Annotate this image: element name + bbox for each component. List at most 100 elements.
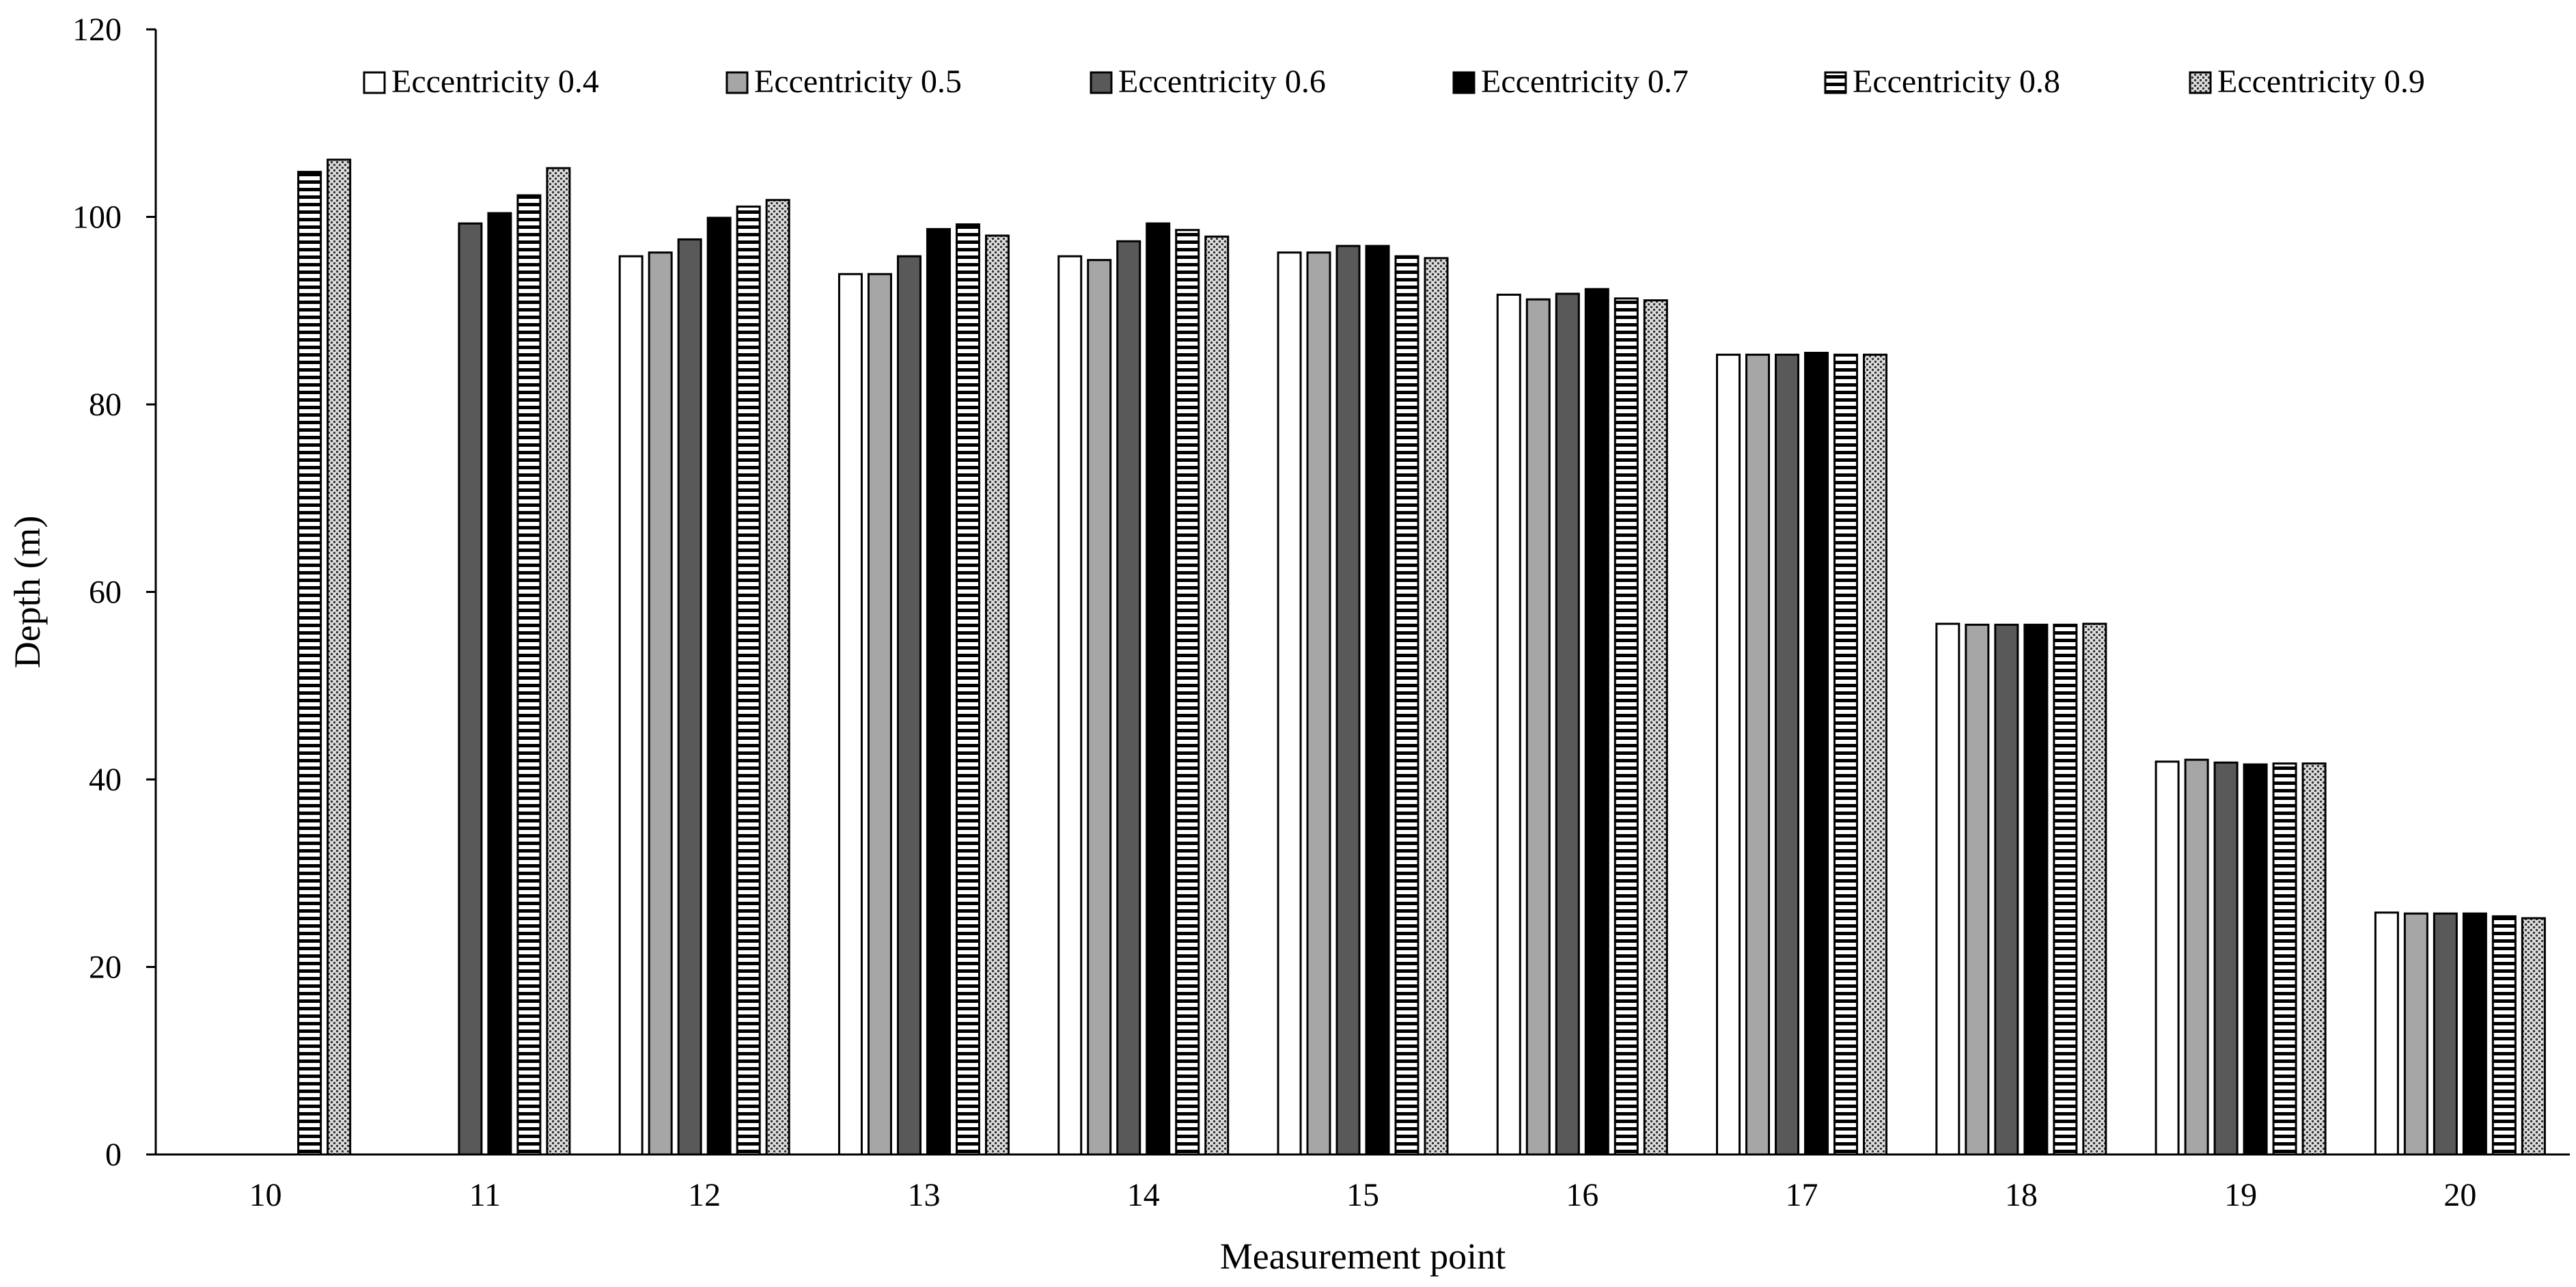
series-eccentricity-0-5 <box>648 251 2428 1156</box>
bar <box>1116 240 1141 1156</box>
x-tick-label: 15 <box>1346 1177 1379 1213</box>
bar <box>926 227 951 1156</box>
legend-item: Eccentricity 0.9 <box>2189 64 2425 100</box>
legend-label: Eccentricity 0.4 <box>391 64 599 100</box>
series-eccentricity-0-9 <box>327 158 2546 1156</box>
bar <box>2272 762 2297 1156</box>
bar <box>1496 293 1521 1156</box>
bar <box>1204 235 1230 1156</box>
bar <box>1175 229 1200 1156</box>
x-tick-label: 16 <box>1566 1177 1598 1213</box>
bar <box>648 251 673 1156</box>
bar <box>2243 763 2268 1156</box>
bar <box>1057 255 1083 1156</box>
series-eccentricity-0-8 <box>297 171 2517 1156</box>
bar <box>1335 245 1361 1156</box>
legend-label: Eccentricity 0.7 <box>1481 64 1689 100</box>
x-tick-label: 19 <box>2224 1177 2257 1213</box>
bar <box>955 223 980 1156</box>
x-tick-label: 13 <box>907 1177 940 1213</box>
legend-swatch <box>1452 71 1476 94</box>
bar <box>1775 353 1800 1156</box>
bar <box>1584 288 1609 1156</box>
bar <box>677 238 702 1156</box>
bar <box>1087 259 1112 1156</box>
bar <box>1555 292 1580 1156</box>
y-tick-label: 100 <box>72 199 122 236</box>
x-tick-label: 11 <box>469 1177 501 1213</box>
bar <box>1994 624 2019 1156</box>
bar <box>297 171 322 1156</box>
y-tick-label: 60 <box>89 575 122 611</box>
bar <box>2521 917 2546 1156</box>
legend-swatch <box>1824 71 1847 94</box>
legend-swatch <box>363 71 386 94</box>
plot-area: 0 20 40 60 80 100 120 10 11 12 13 14 15 16 17 18 19 20 <box>72 12 2570 1213</box>
bar <box>2023 624 2049 1156</box>
x-tick-label: 14 <box>1127 1177 1160 1213</box>
bar <box>458 222 483 1156</box>
y-tick-label: 0 <box>105 1137 122 1173</box>
bar <box>765 199 790 1156</box>
x-tick-label: 20 <box>2443 1177 2476 1213</box>
x-tick-label: 12 <box>688 1177 721 1213</box>
bar <box>327 158 352 1156</box>
bar <box>896 255 922 1156</box>
legend-label: Eccentricity 0.9 <box>2217 64 2425 100</box>
legend-item: Eccentricity 0.6 <box>1090 64 1326 100</box>
bar <box>1643 299 1668 1156</box>
y-tick-label: 40 <box>89 762 122 798</box>
bar <box>1965 624 1990 1156</box>
bar <box>2213 761 2239 1156</box>
legend-item: Eccentricity 0.7 <box>1452 64 1689 100</box>
bar <box>2374 911 2399 1156</box>
bar <box>1146 222 1171 1156</box>
bar <box>984 234 1010 1156</box>
bar <box>2082 622 2107 1156</box>
legend-item: Eccentricity 0.5 <box>725 64 962 100</box>
legend-label: Eccentricity 0.6 <box>1118 64 1326 100</box>
x-tick-label: 10 <box>249 1177 282 1213</box>
bar <box>1833 353 1859 1156</box>
bar <box>516 194 542 1156</box>
series-eccentricity-0-6 <box>458 222 2458 1156</box>
legend-label: Eccentricity 0.8 <box>1853 64 2060 100</box>
bar <box>2184 758 2209 1156</box>
bar <box>867 273 892 1156</box>
bar <box>2433 912 2458 1156</box>
bar <box>487 212 512 1156</box>
bar <box>1525 298 1551 1156</box>
bar <box>1804 352 1829 1156</box>
x-tick-label: 17 <box>1786 1177 1818 1213</box>
bar <box>1277 251 1302 1156</box>
bar <box>1394 255 1419 1156</box>
legend: Eccentricity 0.4 Eccentricity 0.5 Eccentri… <box>363 64 2425 100</box>
bar <box>2053 624 2078 1156</box>
bar <box>1365 245 1390 1156</box>
legend-item: Eccentricity 0.8 <box>1824 64 2060 100</box>
y-tick-label: 20 <box>89 950 122 986</box>
bar <box>706 217 732 1156</box>
y-tick-label: 80 <box>89 387 122 423</box>
series-eccentricity-0-7 <box>487 212 2487 1156</box>
x-axis-title: Measurement point <box>1220 1236 1506 1277</box>
bar <box>837 273 863 1156</box>
y-axis-title: Depth (m) <box>7 516 48 668</box>
bar <box>546 167 571 1156</box>
bar <box>2301 762 2327 1156</box>
bar <box>1935 622 1961 1156</box>
bar <box>1745 353 1771 1156</box>
legend-swatch <box>1090 71 1113 94</box>
bar <box>1424 257 1449 1156</box>
bar <box>2491 915 2517 1156</box>
y-tick-label: 120 <box>72 12 122 48</box>
legend-item: Eccentricity 0.4 <box>363 64 599 100</box>
bar <box>1306 251 1331 1156</box>
legend-label: Eccentricity 0.5 <box>754 64 962 100</box>
legend-swatch <box>2189 71 2212 94</box>
bar <box>2155 760 2180 1156</box>
bar <box>2403 912 2428 1156</box>
x-tick-label: 18 <box>2005 1177 2038 1213</box>
bar <box>1716 353 1741 1156</box>
